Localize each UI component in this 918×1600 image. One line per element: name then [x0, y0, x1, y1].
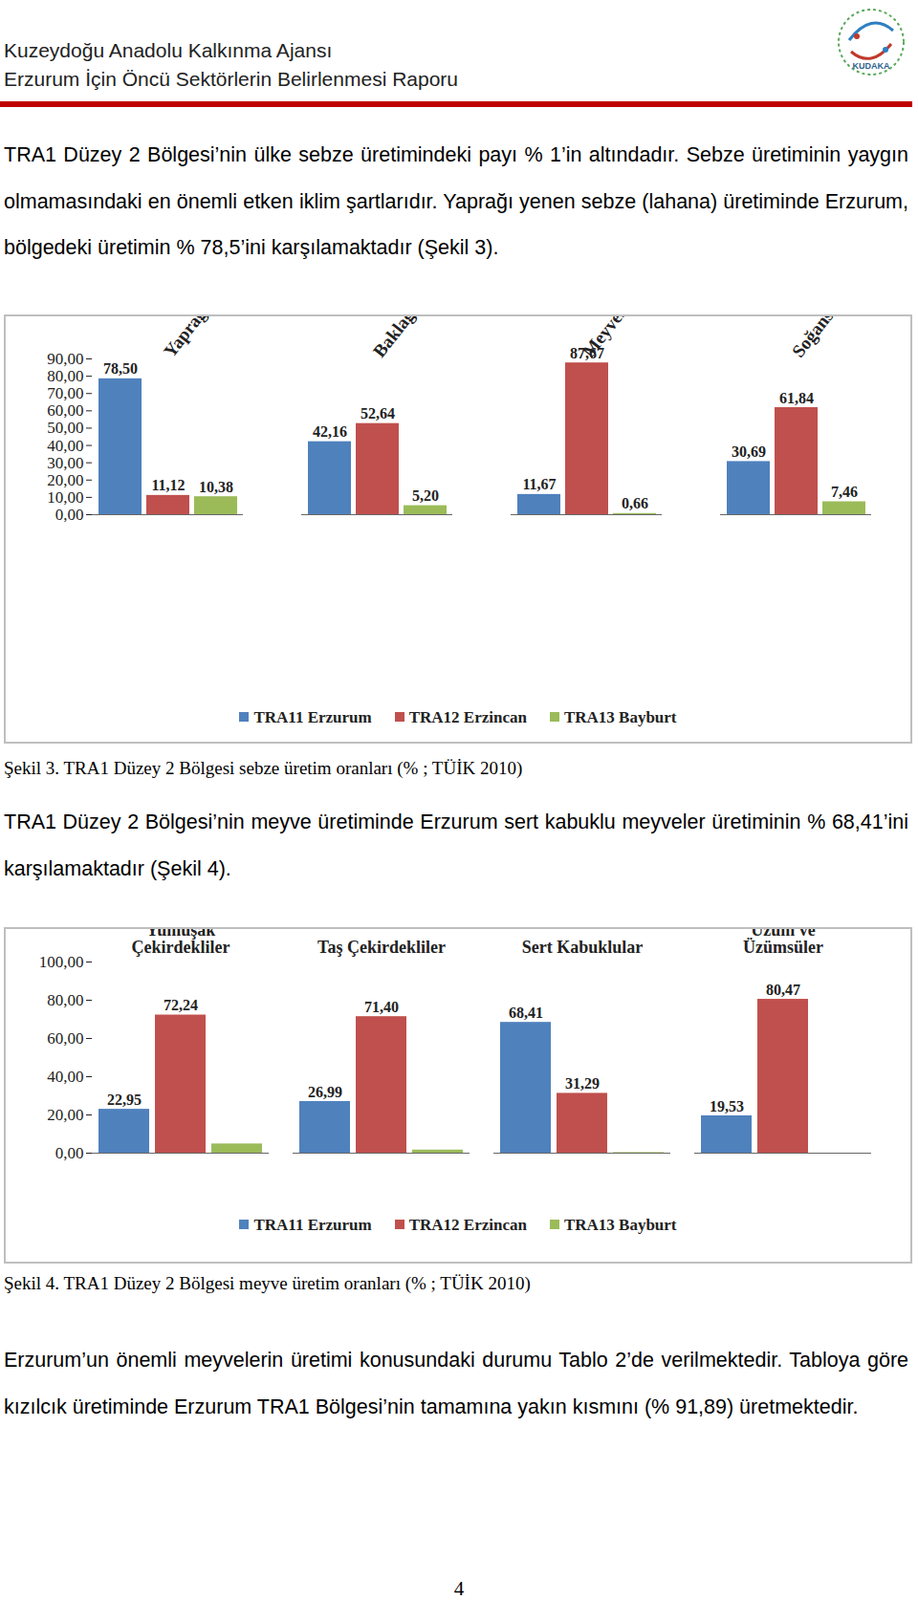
svg-text:19,53: 19,53	[709, 1098, 744, 1115]
html-text:Erzurum İçin Öncü Sektörlerin: Erzurum İçin Öncü Sektörlerin Belirlenme…	[3, 67, 459, 90]
svg-text:10,38: 10,38	[198, 479, 234, 496]
svg-text:5,20: 5,20	[412, 487, 439, 504]
svg-text:60,00: 60,00	[46, 1029, 84, 1049]
svg-text:Sert Kabuklular: Sert Kabuklular	[522, 938, 644, 958]
svg-text:31,29: 31,29	[565, 1075, 600, 1093]
svg-text:90,00: 90,00	[46, 349, 84, 369]
html-text:TRA13 Bayburt: TRA13 Bayburt	[564, 1216, 677, 1235]
html-text:TRA11 Erzurum: TRA11 Erzurum	[253, 708, 372, 727]
svg-text:72,24: 72,24	[163, 997, 198, 1014]
svg-text:Soğansı-Yumru-Kök..: Soğansı-Yumru-Kök..	[787, 316, 908, 362]
svg-text:30,00: 30,00	[46, 454, 84, 473]
svg-text:10,00: 10,00	[46, 488, 84, 507]
svg-text:KUDAKA: KUDAKA	[852, 61, 891, 71]
html-text:TRA1 Düzey 2 Bölgesi’nin meyve: TRA1 Düzey 2 Bölgesi’nin meyve üretimind…	[3, 810, 909, 881]
svg-text:Baklagil Sebzeler: Baklagil Sebzeler	[369, 316, 469, 362]
svg-text:80,47: 80,47	[765, 982, 801, 999]
html-text:TRA11 Erzurum: TRA11 Erzurum	[253, 1216, 372, 1235]
svg-text:0,66: 0,66	[621, 495, 649, 512]
html-text:Erzurum’un önemli meyvelerin ü: Erzurum’un önemli meyvelerin üretimi kon…	[3, 1349, 909, 1419]
svg-text:26,99: 26,99	[307, 1084, 343, 1101]
html-text:TRA13 Bayburt: TRA13 Bayburt	[564, 708, 677, 727]
svg-text:50,00: 50,00	[46, 418, 84, 438]
svg-text:52,64: 52,64	[360, 405, 395, 422]
svg-text:11,67: 11,67	[522, 476, 556, 493]
svg-text:20,00: 20,00	[46, 1106, 84, 1125]
svg-text:YumuşakÇekirdekliler: YumuşakÇekirdekliler	[131, 929, 231, 958]
svg-text:11,12: 11,12	[151, 477, 185, 494]
svg-text:30,69: 30,69	[731, 443, 766, 460]
html-text:4: 4	[454, 1577, 465, 1600]
svg-text:61,84: 61,84	[779, 390, 814, 407]
svg-text:68,41: 68,41	[508, 1005, 544, 1022]
svg-text:0,00: 0,00	[55, 1144, 85, 1163]
svg-text:Taş Çekirdekliler: Taş Çekirdekliler	[317, 938, 446, 958]
html-text:Kuzeydoğu Anadolu Kalkınma Aja: Kuzeydoğu Anadolu Kalkınma Ajansı	[3, 39, 333, 62]
svg-text:80,00: 80,00	[46, 367, 84, 386]
svg-text:20,00: 20,00	[46, 471, 84, 490]
svg-text:71,40: 71,40	[364, 999, 399, 1016]
html-text:TRA1 Düzey 2 Bölgesi’nin ülke: TRA1 Düzey 2 Bölgesi’nin ülke sebze üret…	[3, 143, 909, 260]
html-text:Şekil 4. TRA1 Düzey 2 Bölgesi: Şekil 4. TRA1 Düzey 2 Bölgesi meyve üret…	[3, 1273, 531, 1294]
svg-text:78,50: 78,50	[103, 360, 138, 377]
svg-text:60,00: 60,00	[46, 401, 84, 420]
svg-text:22,95: 22,95	[107, 1092, 142, 1109]
svg-text:0,00: 0,00	[55, 505, 85, 525]
svg-text:Üzüm veÜzümsüler: Üzüm veÜzümsüler	[743, 929, 824, 958]
svg-text:100,00: 100,00	[39, 953, 85, 972]
svg-text:Yaprağı Yenen Sebzeler: Yaprağı Yenen Sebzeler	[159, 316, 289, 362]
svg-text:40,00: 40,00	[46, 1068, 84, 1087]
html-text:Şekil 3. TRA1 Düzey 2 Bölgesi: Şekil 3. TRA1 Düzey 2 Bölgesi sebze üret…	[3, 758, 523, 779]
svg-text:42,16: 42,16	[312, 423, 348, 440]
svg-text:40,00: 40,00	[46, 436, 84, 455]
svg-text:70,00: 70,00	[46, 384, 84, 403]
html-text:TRA12 Erzincan: TRA12 Erzincan	[408, 708, 527, 727]
html-text:TRA12 Erzincan: TRA12 Erzincan	[408, 1216, 527, 1235]
svg-text:7,46: 7,46	[830, 483, 858, 501]
svg-text:Meyvesi Yenen Sebzeler: Meyvesi Yenen Sebzeler	[578, 316, 709, 362]
svg-text:80,00: 80,00	[46, 991, 84, 1010]
